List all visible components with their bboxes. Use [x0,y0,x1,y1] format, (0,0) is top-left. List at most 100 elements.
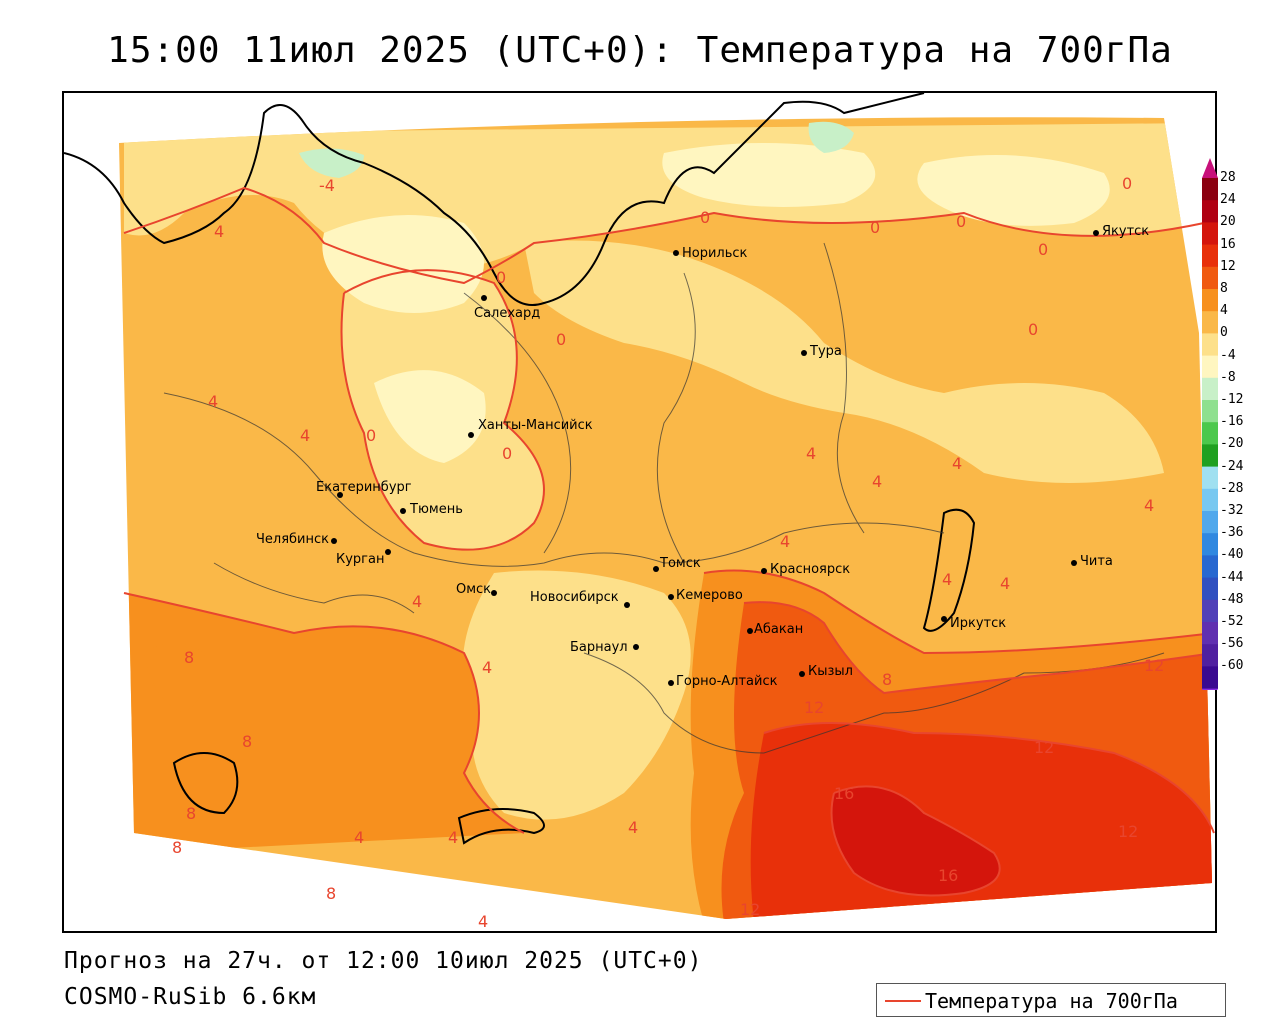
scale-swatch [1202,377,1218,401]
city-label: Омск [456,582,491,597]
city-label: Ханты-Мансийск [478,418,593,433]
scale-tick-label: -48 [1220,591,1244,607]
city-markers: Норильск Якутск Салехард Тура Ханты-Манс… [256,224,1149,689]
city-dot [673,250,679,256]
contour-labels: -4 4 0 0 0 0 0 0 0 0 4 4 0 0 4 4 4 4 4 4… [172,174,1164,931]
contour-label: 0 [1028,320,1038,339]
scale-tick-label: -8 [1220,369,1236,385]
contour-label: 0 [1122,174,1132,193]
scale-tick-label: 8 [1220,281,1228,296]
city-label: Горно-Алтайск [676,674,778,689]
contour-label: 0 [366,426,376,445]
scale-swatch [1202,666,1218,690]
contour-label: 4 [942,570,952,589]
city-dot [481,295,487,301]
scale-tick-label: -20 [1220,436,1244,452]
contour-label: 8 [242,732,252,751]
city-dot [491,590,497,596]
contour-label: 4 [482,658,492,677]
contour-label: 0 [1038,240,1048,259]
zone-below-0 [322,215,484,313]
legend-label: Температура на 700гПа [925,989,1178,1013]
model-info: COSMO-RuSib 6.6км [64,984,317,1010]
map-panel[interactable]: Норильск Якутск Салехард Тура Ханты-Манс… [62,91,1217,933]
contour-label: -4 [319,176,335,195]
color-scale: 28 24 20 16 12 8 4 0 -4 -8 -12 -16 -20 -24 -28 -32 -36 -4… [1200,158,1270,690]
contour-label: 4 [478,912,488,931]
scale-tick-label: 28 [1220,170,1236,185]
scale-swatch [1202,400,1218,423]
zone-below-0 [662,143,876,207]
contour-label: 4 [214,222,224,241]
scale-swatch [1202,599,1218,623]
zone-minus-4 [299,148,364,178]
scale-tick-label: 20 [1220,214,1236,230]
page-title: 15:00 11июл 2025 (UTC+0): Температура на… [107,30,1173,71]
contour-label: 0 [556,330,566,349]
contour-label: 12 [1118,822,1138,841]
contour-label: 8 [882,670,892,689]
contour-label: 4 [628,818,638,837]
city-dot [941,616,947,622]
contour-label: 12 [740,900,760,919]
scale-swatch [1202,355,1218,379]
contour-label: 4 [1000,574,1010,593]
contour-label: 0 [700,208,710,227]
contour-label: 4 [448,828,458,847]
city-dot [337,492,343,498]
city-dot [1093,230,1099,236]
city-label: Салехард [474,306,540,321]
city-label: Тура [809,344,842,359]
scale-swatch [1202,577,1218,601]
city-dot [761,568,767,574]
scale-tick-label: -40 [1220,547,1244,563]
contour-label: 12 [804,698,824,717]
scale-tick-label: 16 [1220,236,1236,252]
city-dot [747,628,753,634]
scale-tick-label: 12 [1220,258,1236,274]
scale-swatch [1202,511,1218,534]
zone-4-8 [124,593,524,853]
scale-min-arrow [1202,688,1218,690]
zone-minus-4 [808,121,854,153]
contour-label: 8 [326,884,336,903]
city-dot [1071,560,1077,566]
scale-tick-label: -32 [1220,503,1244,518]
zone-0-4 [462,570,691,820]
contour-label: 0 [870,218,880,237]
city-label: Тюмень [409,502,463,517]
color-scale-bar [1202,158,1218,690]
scale-swatch [1202,178,1218,201]
contour-label: 0 [956,212,966,231]
city-label: Норильск [682,246,748,261]
city-label: Якутск [1102,224,1149,239]
city-dot [400,508,406,514]
contour-label: 8 [172,838,182,857]
scale-swatch [1202,200,1218,223]
city-label: Чита [1080,554,1113,569]
scale-tick-label: -52 [1220,614,1244,629]
scale-swatch [1202,311,1218,334]
scale-tick-label: -12 [1220,392,1244,407]
scale-swatch [1202,622,1218,645]
scale-swatch [1202,266,1218,290]
legend-line-swatch [885,1000,921,1002]
contour-label: 4 [354,828,364,847]
temperature-map: Норильск Якутск Салехард Тура Ханты-Манс… [64,93,1215,931]
contour-label: 0 [502,444,512,463]
map-legend: Температура на 700гПа [876,983,1226,1017]
contour-label: 4 [872,472,882,491]
admin-boundaries [163,242,1165,754]
scale-tick-label: -28 [1220,480,1244,496]
contour-label: 4 [300,426,310,445]
contour-label: 12 [1144,656,1164,675]
scale-swatch [1202,533,1218,556]
scale-tick-label: -56 [1220,636,1244,652]
contour-label: 8 [184,648,194,667]
forecast-info: Прогноз на 27ч. от 12:00 10июл 2025 (UTC… [64,948,703,974]
scale-swatch [1202,422,1218,445]
city-dot [331,538,337,544]
scale-tick-label: -36 [1220,525,1244,541]
city-label: Кызыл [808,664,853,679]
scale-swatch [1202,444,1218,468]
